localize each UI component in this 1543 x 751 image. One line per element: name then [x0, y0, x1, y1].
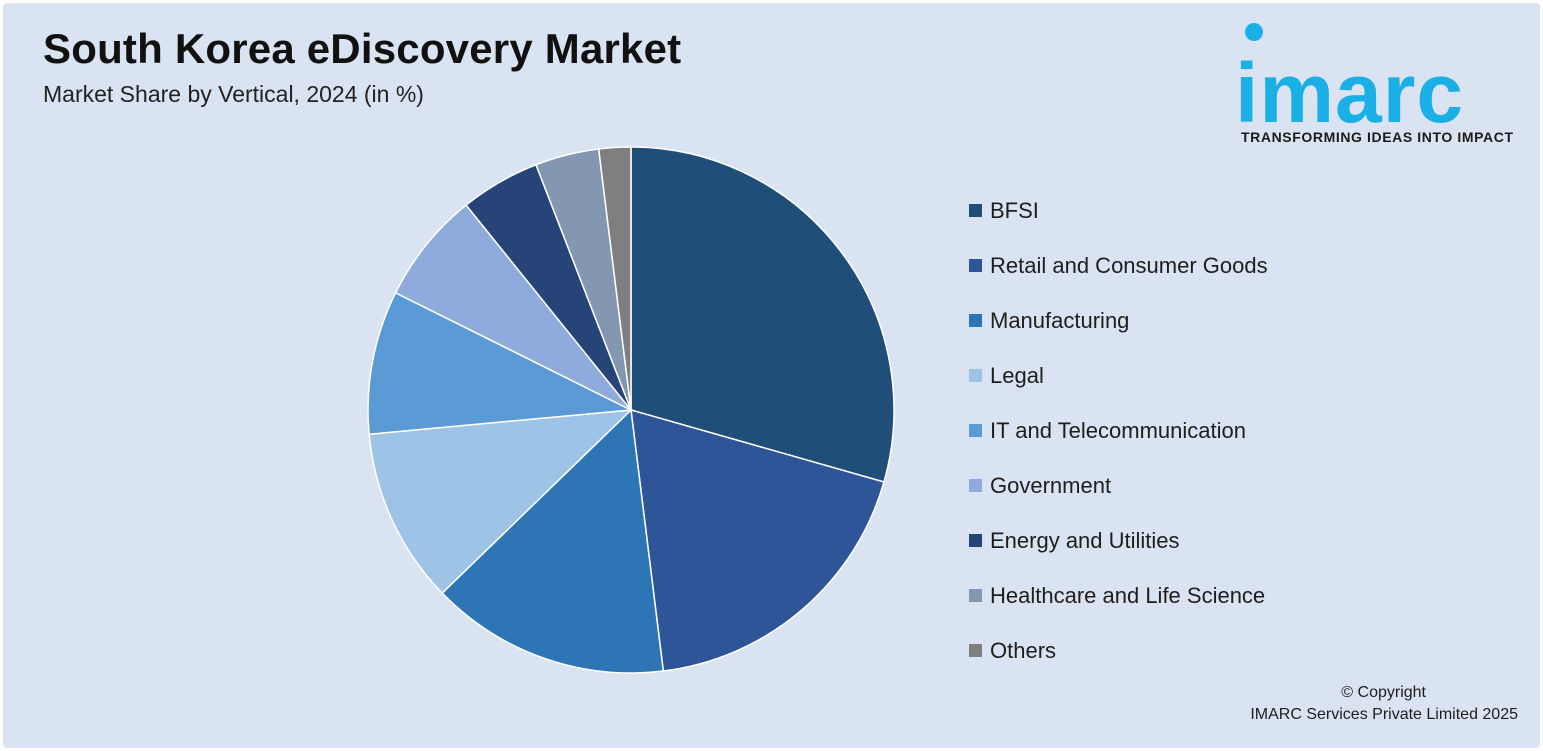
logo-wordmark: imarc — [1235, 46, 1465, 140]
copyright-notice: © Copyright IMARC Services Private Limit… — [1250, 682, 1518, 726]
legend-swatch — [969, 314, 982, 327]
legend-item-energy-and-utilities: Energy and Utilities — [969, 513, 1268, 568]
legend-swatch — [969, 589, 982, 602]
legend-label: Legal — [990, 362, 1044, 388]
legend-swatch — [969, 259, 982, 272]
pie-slice-government — [394, 204, 632, 411]
pie-slice-bfsi — [630, 146, 895, 483]
legend-swatch — [969, 534, 982, 547]
legend-label: BFSI — [990, 197, 1039, 223]
legend-item-government: Government — [969, 458, 1268, 513]
legend-item-healthcare-and-life-science: Healthcare and Life Science — [969, 568, 1268, 623]
pie-slice-manufacturing — [441, 408, 665, 674]
pie-slice-others — [597, 146, 632, 411]
legend-item-legal: Legal — [969, 348, 1268, 403]
legend-item-manufacturing: Manufacturing — [969, 293, 1268, 348]
legend-label: Energy and Utilities — [990, 527, 1180, 553]
legend-item-bfsi: BFSI — [969, 183, 1268, 238]
legend-label: Others — [990, 637, 1057, 663]
legend-label: Government — [990, 472, 1112, 498]
chart-title: South Korea eDiscovery Market — [43, 25, 682, 72]
legend-item-others: Others — [969, 623, 1268, 678]
pie-slice-it-and-telecommunication — [367, 291, 634, 436]
pie-chart — [367, 146, 895, 674]
copyright-line-2: IMARC Services Private Limited 2025 — [1250, 706, 1518, 723]
legend-swatch — [969, 369, 982, 382]
legend-label: Manufacturing — [990, 307, 1130, 333]
legend-item-it-and-telecommunication: IT and Telecommunication — [969, 403, 1268, 458]
chart-subtitle: Market Share by Vertical, 2024 (in %) — [43, 81, 424, 107]
imarc-logo: imarc TRANSFORMING IDEAS INTO IMPACT — [1235, 21, 1535, 151]
pie-slice-legal — [368, 409, 634, 595]
pie-slice-retail-and-consumer-goods — [630, 408, 885, 672]
legend-swatch — [969, 424, 982, 437]
legend-label: IT and Telecommunication — [990, 417, 1246, 443]
logo-dot-icon — [1245, 23, 1263, 41]
legend-swatch — [969, 479, 982, 492]
logo-tagline: TRANSFORMING IDEAS INTO IMPACT — [1241, 129, 1514, 145]
legend-swatch — [969, 644, 982, 657]
legend-label: Healthcare and Life Science — [990, 582, 1266, 608]
legend-item-retail-and-consumer-goods: Retail and Consumer Goods — [969, 238, 1268, 293]
legend-label: Retail and Consumer Goods — [990, 252, 1268, 278]
copyright-line-1: © Copyright — [1341, 684, 1426, 701]
legend-swatch — [969, 204, 982, 217]
chart-background: South Korea eDiscovery Market Market Sha… — [3, 3, 1540, 748]
chart-legend: BFSI Retail and Consumer Goods Manufacturi… — [969, 183, 1268, 678]
